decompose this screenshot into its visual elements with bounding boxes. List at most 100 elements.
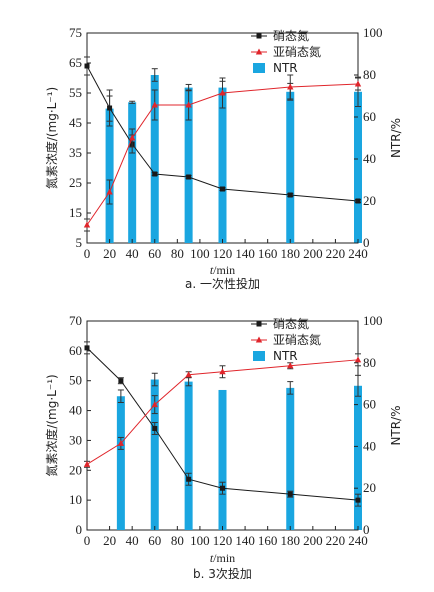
y-right-tick-label: 80 — [363, 67, 376, 82]
y-left-tick-label: 70 — [69, 313, 82, 328]
x-tick-label: 100 — [190, 533, 210, 548]
x-tick-label: 180 — [281, 533, 301, 548]
nitrate-point — [152, 171, 158, 177]
ntr-bar — [354, 385, 362, 530]
nitrate-point — [287, 192, 293, 198]
legend-nitrate-marker — [256, 33, 262, 39]
y-right-tick-label: 20 — [363, 193, 376, 208]
legend-label-nitrite: 亚硝态氮 — [273, 332, 321, 347]
nitrite-point — [185, 371, 192, 378]
nitrite-point — [83, 460, 91, 467]
ntr-bar — [354, 91, 362, 243]
y-right-tick-label: 80 — [363, 355, 376, 370]
x-tick-label: 140 — [235, 246, 255, 261]
y-right-axis-label: NTR/% — [389, 405, 403, 445]
x-tick-label: 160 — [258, 246, 278, 261]
y-right-tick-label: 0 — [363, 522, 370, 537]
panel-caption: a. 一次性投加 — [185, 276, 260, 291]
nitrate-point — [152, 425, 158, 431]
ntr-bar — [105, 108, 114, 243]
nitrite-point — [83, 221, 91, 228]
series-line-nitrate — [86, 65, 359, 202]
nitrate-point — [107, 105, 113, 111]
nitrite-point — [117, 439, 125, 446]
y-right-tick-label: 60 — [363, 397, 376, 412]
x-axis-label-symbol: t — [210, 263, 214, 277]
nitrite-point — [185, 101, 192, 108]
ntr-bar — [218, 87, 227, 243]
x-tick-label: 220 — [326, 246, 346, 261]
y-right-tick-label: 100 — [363, 313, 383, 328]
x-tick-label: 140 — [235, 533, 255, 548]
legend-label-nitrate: 硝态氮 — [273, 28, 309, 43]
x-axis-label: t/min — [210, 551, 235, 565]
y-left-tick-label: 40 — [69, 403, 82, 418]
y-left-tick-label: 65 — [69, 55, 82, 70]
nitrate-point — [355, 497, 361, 503]
y-left-tick-label: 60 — [69, 343, 82, 358]
nitrate-point — [186, 476, 192, 482]
nitrate-point — [186, 174, 192, 180]
nitrate-point — [220, 485, 225, 491]
series-line-nitrite — [86, 83, 359, 226]
legend-nitrite-marker — [255, 336, 263, 343]
ntr-bar — [150, 75, 159, 243]
nitrate-point — [84, 63, 90, 69]
x-axis-label-symbol: t — [210, 551, 214, 565]
y-left-tick-label: 50 — [69, 373, 82, 388]
x-tick-label: 120 — [213, 533, 233, 548]
y-left-tick-label: 10 — [69, 492, 82, 507]
nitrate-point — [84, 345, 90, 351]
y-left-tick-label: 30 — [69, 432, 82, 447]
nitrate-point — [220, 186, 225, 192]
legend-label-ntr: NTR — [273, 349, 298, 363]
x-tick-label: 240 — [348, 246, 368, 261]
x-tick-label: 40 — [126, 533, 139, 548]
ntr-bar — [218, 389, 227, 530]
nitrite-point — [287, 83, 294, 90]
y-left-tick-label: 25 — [69, 175, 82, 190]
nitrate-point — [118, 378, 124, 384]
ntr-bar — [116, 396, 125, 530]
x-tick-label: 220 — [326, 533, 346, 548]
x-tick-label: 60 — [148, 533, 161, 548]
nitrite-point — [219, 368, 226, 375]
legend-nitrite-marker — [255, 48, 263, 55]
y-left-tick-label: 0 — [76, 522, 83, 537]
ntr-bar — [184, 381, 193, 530]
nitrite-point — [151, 401, 158, 408]
y-right-axis-label: NTR/% — [389, 118, 403, 158]
nitrite-point — [128, 134, 136, 141]
nitrate-point — [287, 491, 293, 497]
y-left-tick-label: 35 — [69, 145, 82, 160]
x-axis-label-unit: /min — [213, 551, 235, 565]
legend-nitrate-marker — [256, 321, 262, 327]
nitrite-point — [287, 362, 294, 369]
legend-label-nitrate: 硝态氮 — [273, 316, 309, 331]
x-tick-label: 240 — [348, 533, 368, 548]
x-tick-label: 80 — [171, 246, 184, 261]
nitrite-point — [354, 356, 362, 363]
legend-ntr-swatch — [253, 351, 265, 361]
y-right-tick-label: 20 — [363, 480, 376, 495]
ntr-bar — [184, 87, 193, 243]
panel-caption: b. 3次投加 — [193, 566, 252, 581]
y-left-axis-label: 氮素浓度/(mg·L⁻¹) — [44, 87, 59, 189]
x-tick-label: 80 — [171, 533, 184, 548]
y-right-tick-label: 60 — [363, 109, 376, 124]
x-tick-label: 100 — [190, 246, 210, 261]
y-left-tick-label: 20 — [69, 462, 82, 477]
x-tick-label: 0 — [84, 246, 91, 261]
legend-label-nitrite: 亚硝态氮 — [273, 44, 321, 59]
x-tick-label: 40 — [126, 246, 139, 261]
nitrite-point — [151, 101, 158, 108]
y-left-tick-label: 55 — [69, 85, 82, 100]
ntr-bar — [128, 102, 137, 243]
x-tick-label: 0 — [84, 533, 91, 548]
x-tick-label: 20 — [103, 246, 116, 261]
